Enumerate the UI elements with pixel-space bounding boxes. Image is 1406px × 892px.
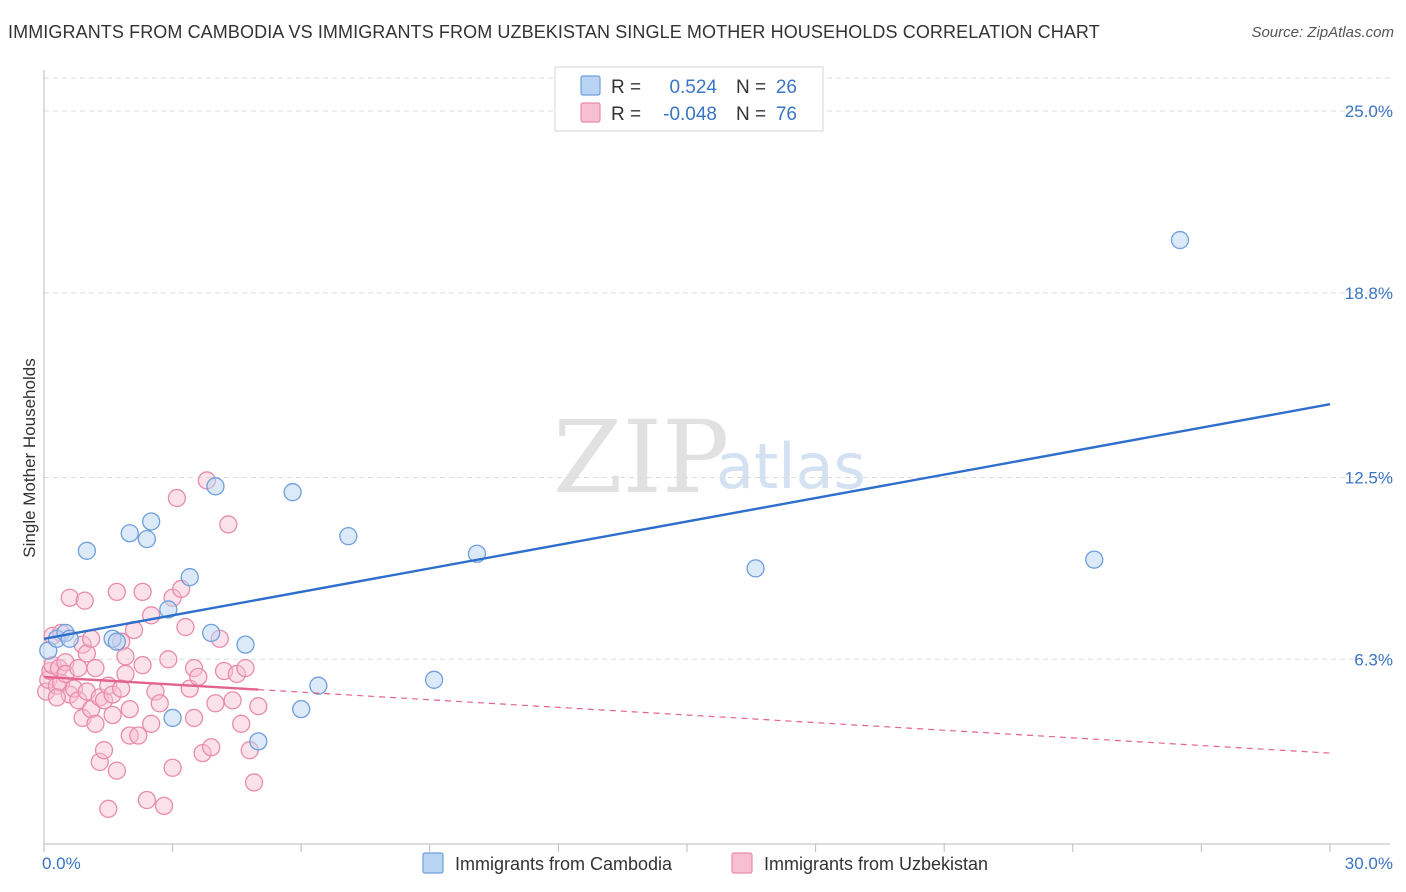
x-tick-label: 30.0%: [1345, 854, 1393, 873]
uzbekistan-point: [142, 714, 161, 733]
cambodia-point: [137, 529, 157, 549]
uzbekistan-point: [159, 650, 178, 669]
uzbekistan-trend-line-dashed: [258, 688, 1331, 754]
watermark-zip: ZIP: [553, 399, 729, 516]
cambodia-point: [283, 483, 302, 502]
cambodia-point: [142, 512, 161, 531]
uzbekistan-point: [154, 796, 174, 816]
cambodia-point: [120, 524, 139, 543]
uzbekistan-point: [133, 656, 152, 675]
cambodia-point: [746, 559, 765, 578]
cambodia-point: [292, 699, 311, 719]
bottom-legend-label-uzbekistan: Immigrants from Uzbekistan: [764, 854, 988, 874]
trend-lines: [43, 403, 1331, 754]
cambodia-point: [107, 632, 127, 651]
uzbekistan-point: [206, 694, 225, 713]
uzbekistan-point: [86, 714, 105, 733]
x-tick-label: 0.0%: [42, 854, 81, 873]
legend-n-value-uzbekistan: 76: [776, 104, 797, 125]
uzbekistan-point: [129, 726, 148, 745]
uzbekistan-point: [107, 582, 127, 602]
cambodia-point: [77, 541, 97, 560]
uzbekistan-point: [116, 647, 135, 666]
uzbekistan-point: [60, 588, 79, 607]
bottom-legend-swatch-uzbekistan: [731, 852, 753, 874]
uzbekistan-point: [137, 790, 157, 810]
cambodia-point: [159, 600, 178, 619]
cambodia-point: [163, 708, 182, 728]
uzbekistan-point: [244, 773, 264, 792]
uzbekistan-point: [120, 699, 139, 719]
cambodia-point: [202, 623, 221, 643]
legend-r-label-uzbekistan: R =: [611, 104, 641, 125]
chart-title: IMMIGRANTS FROM CAMBODIA VS IMMIGRANTS F…: [8, 22, 1100, 42]
uzbekistan-point: [90, 752, 109, 772]
y-tick-label: 6.3%: [1354, 650, 1393, 669]
axes: [43, 70, 1390, 852]
x-tick-labels: 0.0% 30.0%: [42, 854, 1393, 873]
cambodia-point: [1085, 550, 1104, 569]
uzbekistan-point: [86, 658, 105, 678]
cambodia-point: [339, 527, 358, 546]
series-legend: Immigrants from Cambodia Immigrants from…: [422, 852, 988, 874]
bottom-legend-label-cambodia: Immigrants from Cambodia: [455, 854, 673, 874]
uzbekistan-point: [249, 697, 268, 716]
uzbekistan-point: [99, 799, 118, 818]
legend-r-value-cambodia: 0.524: [669, 77, 717, 98]
legend-r-value-uzbekistan: -0.048: [663, 104, 717, 125]
uzbekistan-point: [133, 582, 152, 602]
uzbekistan-point: [184, 658, 204, 678]
y-axis-label: Single Mother Households: [20, 358, 39, 557]
uzbekistan-points: [36, 471, 268, 818]
legend-r-label-cambodia: R =: [611, 77, 641, 98]
legend-n-value-cambodia: 26: [776, 77, 797, 98]
y-tick-label: 25.0%: [1345, 102, 1393, 121]
uzbekistan-point: [107, 761, 127, 780]
source-label: Source: ZipAtlas.com: [1251, 24, 1394, 41]
uzbekistan-point: [36, 682, 56, 701]
stats-legend: R = 0.524 N = 26 R = -0.048 N = 76: [554, 66, 824, 132]
cambodia-point: [180, 568, 199, 587]
legend-n-label-cambodia: N =: [736, 77, 766, 98]
cambodia-trend-line: [43, 403, 1331, 640]
legend-swatch-uzbekistan: [580, 102, 601, 123]
uzbekistan-point: [202, 738, 221, 757]
uzbekistan-point: [75, 591, 94, 610]
uzbekistan-point: [47, 688, 67, 707]
gridlines: [44, 77, 1390, 660]
cambodia-point: [309, 676, 328, 695]
uzbekistan-trend-line: [43, 675, 259, 691]
uzbekistan-point: [167, 488, 187, 508]
uzbekistan-point: [163, 758, 182, 777]
cambodia-point: [424, 670, 444, 689]
cambodia-point: [1170, 230, 1190, 250]
uzbekistan-point: [223, 691, 242, 710]
uzbekistan-point: [176, 617, 195, 637]
y-tick-label: 12.5%: [1345, 469, 1393, 488]
uzbekistan-point: [232, 714, 251, 733]
uzbekistan-point: [150, 694, 169, 713]
uzbekistan-point: [82, 629, 101, 648]
cambodia-point: [206, 477, 225, 496]
legend-swatch-cambodia: [580, 75, 601, 96]
bottom-legend-swatch-cambodia: [422, 852, 444, 874]
legend-n-label-uzbekistan: N =: [736, 104, 766, 125]
cambodia-point: [236, 635, 255, 654]
uzbekistan-point: [77, 644, 97, 663]
y-tick-label: 18.8%: [1345, 284, 1393, 303]
uzbekistan-point: [189, 667, 208, 687]
uzbekistan-point: [94, 741, 114, 760]
uzbekistan-point: [219, 515, 238, 534]
uzbekistan-point: [236, 658, 255, 678]
y-tick-labels: 6.3% 12.5% 18.8% 25.0%: [1345, 102, 1393, 669]
watermark-atlas: atlas: [716, 430, 866, 503]
uzbekistan-point: [103, 705, 122, 725]
uzbekistan-point: [184, 708, 204, 728]
cambodia-point: [249, 732, 268, 751]
uzbekistan-point: [112, 679, 131, 698]
